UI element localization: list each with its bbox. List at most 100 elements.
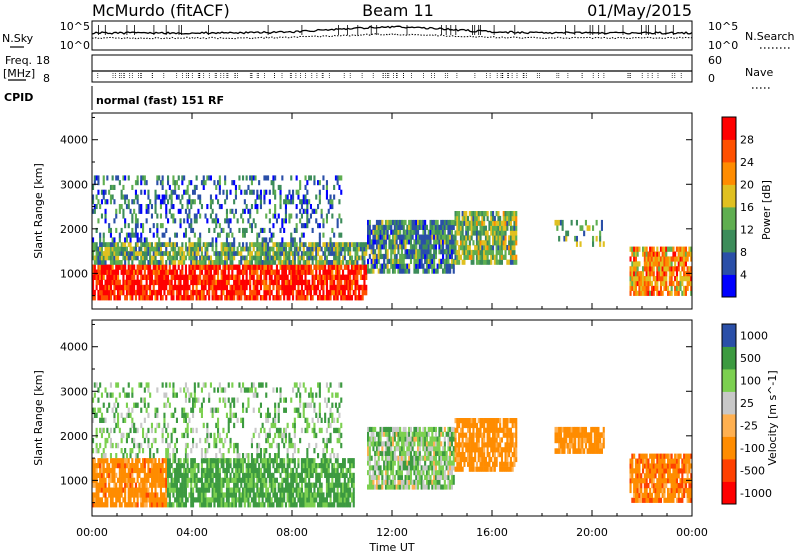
velocity-cell xyxy=(99,427,102,434)
power-cell xyxy=(313,274,316,280)
velocity-cell xyxy=(218,472,221,478)
velocity-cell xyxy=(149,458,152,464)
velocity-cell xyxy=(311,467,314,474)
velocity-cell xyxy=(263,458,266,464)
power-cell xyxy=(172,189,175,195)
power-cell xyxy=(411,249,414,255)
velocity-cell xyxy=(227,458,230,464)
power-cell xyxy=(318,189,321,195)
power-cell xyxy=(475,259,478,265)
power-cell xyxy=(347,264,350,270)
power-cell xyxy=(111,279,114,286)
velocity-cell xyxy=(125,482,128,488)
power-cell xyxy=(481,230,484,236)
power-cell xyxy=(225,274,228,280)
velocity-cell xyxy=(174,497,177,503)
power-cell xyxy=(488,259,491,265)
velocity-cell xyxy=(104,442,107,449)
power-cell xyxy=(375,234,378,240)
power-cell xyxy=(363,264,366,270)
power-cell xyxy=(447,258,450,264)
power-cell xyxy=(145,246,148,252)
power-cell xyxy=(458,215,461,222)
power-cell xyxy=(431,229,434,235)
freq-tick-bottom: 8 xyxy=(43,72,50,85)
power-cell xyxy=(199,237,202,243)
power-cell xyxy=(174,284,177,291)
velocity-cell xyxy=(222,502,225,508)
velocity-cell xyxy=(300,502,303,508)
power-cell xyxy=(456,254,459,260)
power-cell xyxy=(213,274,216,280)
velocity-cell xyxy=(218,487,221,493)
power-cell xyxy=(379,224,382,230)
velocity-cell xyxy=(249,487,252,493)
power-cell xyxy=(100,274,103,280)
power-cell xyxy=(288,289,291,296)
power-cell xyxy=(318,295,321,301)
velocity-cell xyxy=(142,497,145,503)
velocity-cell xyxy=(115,502,118,508)
power-cell xyxy=(261,242,264,247)
power-cell xyxy=(200,279,203,286)
power-cell xyxy=(147,251,150,256)
velocity-cell xyxy=(311,497,314,503)
power-cell xyxy=(259,264,262,270)
power-cell xyxy=(225,289,228,296)
velocity-cell xyxy=(165,472,168,478)
power-cell xyxy=(499,215,502,222)
power-cell xyxy=(465,245,468,251)
velocity-cell xyxy=(120,482,123,488)
power-cell xyxy=(268,246,271,252)
velocity-cell xyxy=(138,487,141,493)
power-cell xyxy=(452,224,455,230)
velocity-cell xyxy=(172,392,175,398)
power-cell xyxy=(95,227,98,233)
velocity-cell xyxy=(124,463,127,469)
velocity-cell xyxy=(106,437,109,444)
power-cell xyxy=(142,175,145,181)
velocity-cell xyxy=(156,407,159,413)
velocity-cell xyxy=(208,432,211,439)
power-cell xyxy=(129,251,132,256)
power-cell xyxy=(168,284,171,291)
power-cell xyxy=(154,264,157,270)
power-cell xyxy=(131,218,134,224)
velocity-cell xyxy=(268,472,271,478)
power-cell xyxy=(274,251,277,256)
velocity-cell xyxy=(275,458,278,464)
velocity-cell xyxy=(125,477,128,483)
velocity-cell xyxy=(213,432,216,439)
velocity-cell xyxy=(247,467,250,474)
velocity-cell xyxy=(156,422,159,429)
power-cell xyxy=(267,289,270,296)
velocity-cell xyxy=(125,472,128,478)
velocity-cell xyxy=(181,497,184,503)
power-cell xyxy=(600,219,603,226)
power-cell xyxy=(129,279,132,286)
velocity-cell xyxy=(236,463,239,469)
power-cell xyxy=(595,235,598,242)
power-cell xyxy=(209,279,212,286)
velocity-cell xyxy=(252,487,255,493)
power-cell xyxy=(495,254,498,260)
power-cell xyxy=(181,175,184,181)
velocity-cell xyxy=(104,437,107,444)
power-cell xyxy=(231,264,234,270)
power-cell xyxy=(370,258,373,264)
velocity-cell xyxy=(250,453,253,459)
power-cell xyxy=(254,284,257,291)
power-cell xyxy=(468,211,471,217)
velocity-cell xyxy=(111,477,114,483)
power-cell xyxy=(656,276,659,282)
power-cell xyxy=(508,220,511,226)
power-cell xyxy=(634,276,637,282)
velocity-cell xyxy=(154,472,157,478)
velocity-cell xyxy=(113,412,116,418)
power-cell xyxy=(336,251,339,256)
power-cell xyxy=(167,251,170,256)
power-cell xyxy=(181,264,184,270)
velocity-cell xyxy=(231,397,234,403)
power-cell xyxy=(115,295,118,301)
power-cell xyxy=(379,229,382,235)
